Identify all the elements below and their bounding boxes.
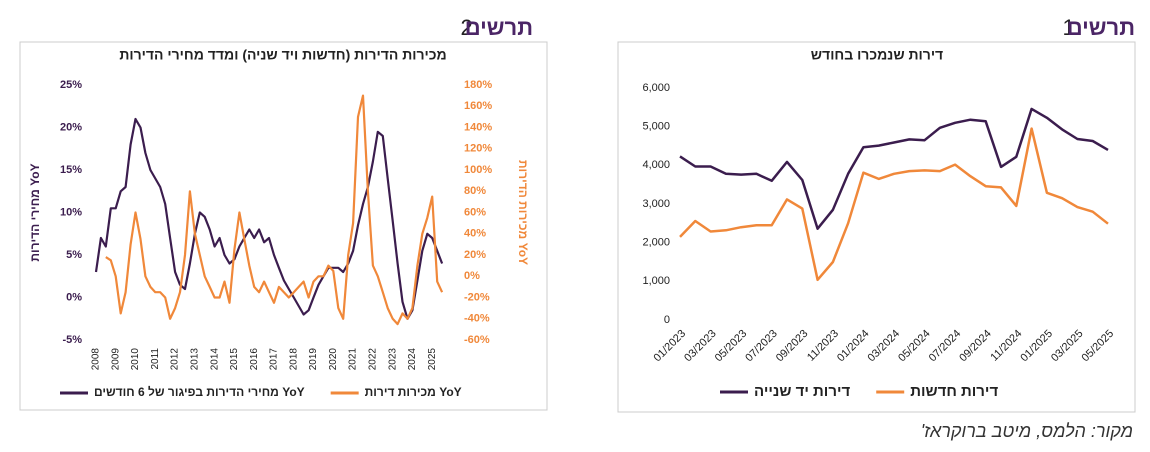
y-tick-label: 5,000: [642, 121, 670, 133]
y-tick-label: -5%: [62, 334, 82, 346]
x-tick-label: 2021: [348, 348, 359, 371]
heading-label: תרשים: [465, 15, 533, 40]
heading-number: 1: [1063, 15, 1075, 40]
y-tick-label: 4,000: [642, 159, 670, 171]
y2-tick-label: 140%: [464, 121, 492, 133]
y2-tick-label: -40%: [464, 313, 490, 325]
series-line: [679, 107, 1109, 230]
x-tick-label: 2015: [229, 348, 240, 371]
y2-tick-label: 120%: [464, 143, 492, 155]
x-tick-label: 2019: [308, 348, 319, 371]
x-tick-label: 2013: [189, 348, 200, 371]
legend-label: מחירי הדירות בפיגור של 6 חודשים YoY: [94, 385, 305, 399]
y-tick-label: 5%: [66, 249, 82, 261]
y-tick-label: 0: [664, 314, 670, 326]
series-line: [105, 94, 444, 326]
legend-label: דירות יד שנייה: [754, 383, 850, 400]
y2-tick-label: 60%: [464, 206, 486, 218]
x-tick-label: 2018: [288, 348, 299, 371]
heading: תרשים2: [461, 15, 533, 40]
y-tick-label: 15%: [60, 164, 82, 176]
x-tick-label: 2022: [368, 348, 379, 371]
heading-number: 2: [461, 15, 473, 40]
series-line: [679, 127, 1109, 282]
x-tick-label: 2020: [328, 348, 339, 371]
y2-tick-label: 40%: [464, 228, 486, 240]
y-tick-label: 20%: [60, 121, 82, 133]
y-tick-label: 3,000: [642, 198, 670, 210]
x-tick-label: 2010: [130, 348, 141, 371]
x-tick-label: 2014: [209, 348, 220, 371]
y-tick-label: 25%: [60, 79, 82, 91]
x-tick-label: 2009: [110, 348, 121, 371]
x-tick-label: 2008: [91, 348, 102, 371]
y-tick-label: 2,000: [642, 237, 670, 249]
x-tick-label: 2025: [427, 348, 438, 371]
heading: תרשים1: [1063, 15, 1135, 40]
y2-tick-label: 180%: [464, 79, 492, 91]
heading-label: תרשים: [1067, 15, 1135, 40]
x-tick-label: 2016: [249, 348, 260, 371]
y-tick-label: 0%: [66, 291, 82, 303]
legend-label: מכירות דירות YoY: [365, 385, 462, 399]
x-tick-label: 2012: [170, 348, 181, 371]
y-tick-label: 6,000: [642, 82, 670, 94]
y2-tick-label: -20%: [464, 291, 490, 303]
y2-tick-label: 0%: [464, 270, 480, 282]
y2-axis-label: מכירות הדירות YoY: [516, 160, 530, 265]
chart-title: מכירות הדירות (חדשות ויד שניה) ומדד מחיר…: [119, 47, 446, 63]
x-tick-label: 2024: [407, 348, 418, 371]
x-tick-label: 2023: [387, 348, 398, 371]
y2-tick-label: 100%: [464, 164, 492, 176]
series-line: [94, 117, 444, 320]
y2-tick-label: -60%: [464, 334, 490, 346]
source: מקור: הלמס, מיטב ברוקראז': [921, 421, 1133, 441]
chart-title: דירות שנמכרו בחודש: [811, 47, 943, 63]
legend-label: דירות חדשות: [910, 383, 998, 400]
y-axis-label: מחירי הדירות YoY: [28, 163, 42, 261]
y2-tick-label: 160%: [464, 100, 492, 112]
x-tick-label: 2011: [150, 348, 161, 370]
y-tick-label: 1,000: [642, 275, 670, 287]
x-tick-label: 2017: [269, 348, 280, 371]
y2-tick-label: 80%: [464, 185, 486, 197]
y-tick-label: 10%: [60, 206, 82, 218]
y2-tick-label: 20%: [464, 249, 486, 261]
